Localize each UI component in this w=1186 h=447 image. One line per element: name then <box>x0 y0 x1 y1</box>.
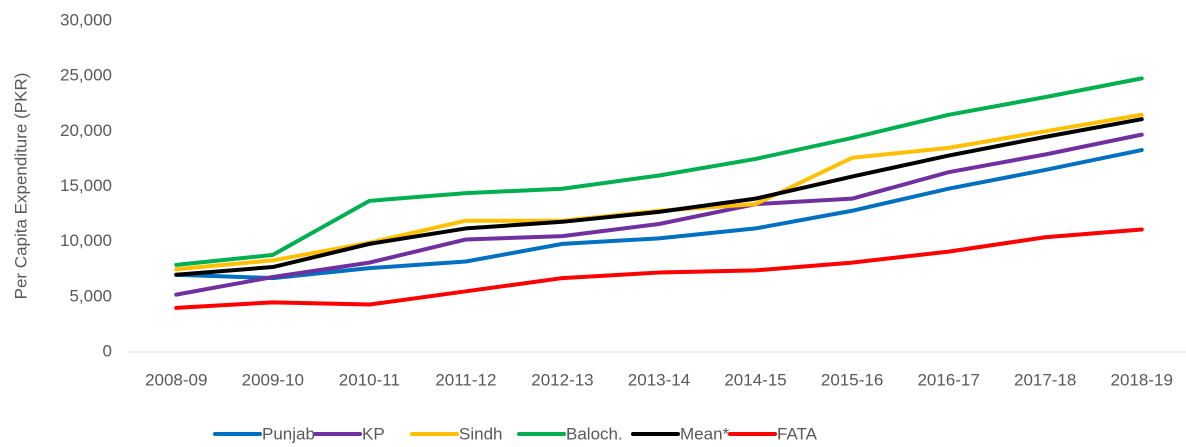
y-tick-label: 30,000 <box>60 10 112 29</box>
x-tick-label: 2011-12 <box>435 370 496 389</box>
x-tick-label: 2014-15 <box>724 370 786 389</box>
legend-label: Baloch. <box>566 424 623 443</box>
y-axis-title: Per Capita Expenditure (PKR) <box>11 73 30 300</box>
y-tick-label: 0 <box>103 341 112 360</box>
series-line <box>174 227 1144 310</box>
x-tick-label: 2008-09 <box>145 370 207 389</box>
series-line <box>174 148 1144 281</box>
y-tick-label: 20,000 <box>60 121 112 140</box>
y-tick-label: 5,000 <box>69 286 112 305</box>
y-tick-label: 15,000 <box>60 176 112 195</box>
x-tick-label: 2013-14 <box>628 370 690 389</box>
x-tick-label: 2009-10 <box>242 370 304 389</box>
legend-label: Mean* <box>680 424 730 443</box>
y-tick-label: 10,000 <box>60 231 112 250</box>
legend-label: Punjab <box>262 424 315 443</box>
series-line <box>174 76 1144 267</box>
x-tick-label: 2017-18 <box>1014 370 1076 389</box>
x-tick-label: 2015-16 <box>821 370 883 389</box>
x-tick-label: 2010-11 <box>339 370 400 389</box>
x-tick-label: 2018-19 <box>1111 370 1173 389</box>
legend-label: FATA <box>777 424 818 443</box>
series-line <box>174 117 1144 277</box>
y-tick-label: 25,000 <box>60 66 112 85</box>
x-tick-label: 2012-13 <box>531 370 593 389</box>
legend-label: Sindh <box>459 424 502 443</box>
legend-label: KP <box>362 424 385 443</box>
x-tick-label: 2016-17 <box>917 370 979 389</box>
series-line <box>174 132 1144 297</box>
